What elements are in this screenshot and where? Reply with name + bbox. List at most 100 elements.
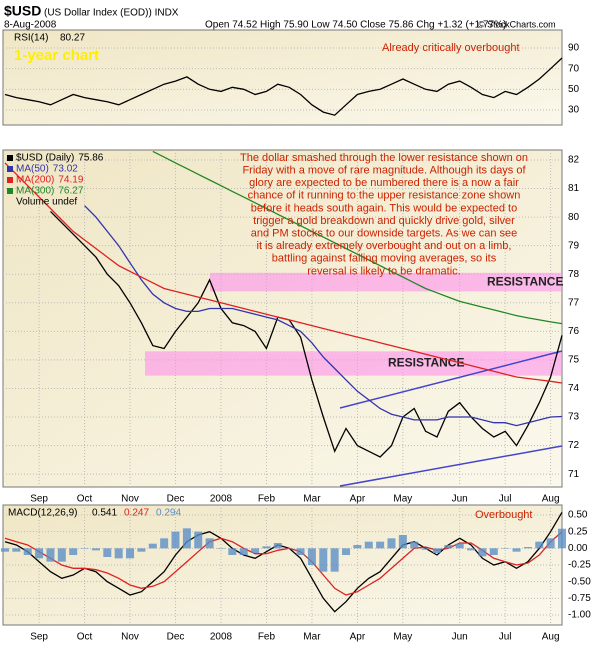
y-tick-label: 79 <box>568 240 580 251</box>
y-tick-label: -1.00 <box>568 610 591 621</box>
histogram-bar <box>251 548 260 553</box>
histogram-bar <box>501 548 510 549</box>
x-tick-label: Apr <box>350 632 366 643</box>
histogram-bar <box>376 541 385 549</box>
histogram-bar <box>69 548 78 555</box>
histogram-bar <box>558 528 566 549</box>
histogram-bar <box>239 548 248 555</box>
histogram-bar <box>319 548 328 572</box>
y-tick-label: 74 <box>568 383 580 394</box>
annotation: reversal is likely to be dramatic. <box>307 265 460 277</box>
histogram-bar <box>194 531 203 549</box>
histogram-bar <box>171 531 180 549</box>
annotation: Already critically overbought <box>382 42 520 54</box>
histogram-bar <box>535 541 544 549</box>
x-tick-label: Jun <box>452 632 468 643</box>
histogram-bar <box>57 548 66 562</box>
annotation: The dollar smashed through the lower res… <box>240 152 528 164</box>
legend-label: MA(300) <box>16 186 54 197</box>
histogram-bar <box>307 548 316 565</box>
x-tick-label: Jul <box>499 494 512 505</box>
x-tick-label: Jun <box>452 494 468 505</box>
y-tick-label: 0.50 <box>568 510 588 521</box>
quote: Open 74.52 High 75.90 Low 74.50 Close 75… <box>205 20 506 31</box>
x-tick-label: Apr <box>350 494 366 505</box>
legend-value: 73.02 <box>53 164 78 175</box>
histogram-bar <box>285 548 294 549</box>
legend-label: MA(200) <box>16 175 54 186</box>
y-tick-label: -0.75 <box>568 593 591 604</box>
histogram-bar <box>46 548 55 562</box>
y-tick-label: 90 <box>568 43 580 54</box>
series-line <box>4 531 563 596</box>
histogram-bar <box>432 548 441 553</box>
histogram-bar <box>387 538 396 549</box>
histogram-bar <box>296 548 305 555</box>
y-tick-label: 75 <box>568 355 580 366</box>
rsi-value: 80.27 <box>60 33 85 44</box>
histogram-bar <box>523 547 532 549</box>
x-tick-label: 2008 <box>210 494 233 505</box>
legend-swatch <box>7 166 13 172</box>
histogram-bar <box>546 538 555 549</box>
histogram-bar <box>478 548 487 557</box>
histogram-bar <box>80 548 89 549</box>
annotation: before it heads south again. This would … <box>251 202 517 214</box>
y-tick-label: 70 <box>568 63 580 74</box>
histogram-bar <box>353 545 362 549</box>
x-tick-label: Nov <box>121 632 139 643</box>
annotation: Friday with a move of rare magnitude. Al… <box>242 165 526 177</box>
band-label: RESISTANCE <box>388 356 464 370</box>
histogram-bar <box>103 548 112 557</box>
histogram-bar <box>182 528 191 549</box>
histogram-bar <box>91 548 100 551</box>
y-tick-label: 80 <box>568 212 580 223</box>
series-line <box>4 162 563 384</box>
histogram-bar <box>421 548 430 550</box>
macd-value: 0.541 <box>92 508 117 519</box>
y-tick-label: 0.00 <box>568 543 588 554</box>
histogram-bar <box>273 543 282 549</box>
histogram-bar <box>23 548 32 555</box>
y-tick-label: 71 <box>568 469 580 480</box>
y-tick-label: 78 <box>568 269 580 280</box>
resistance-band <box>210 272 562 292</box>
y-tick-label: 81 <box>568 183 580 194</box>
legend-swatch <box>7 155 13 161</box>
histogram-bar <box>512 548 521 552</box>
x-tick-label: Mar <box>303 632 321 643</box>
macd-label: MACD(12,26,9) <box>8 508 77 519</box>
histogram-bar <box>160 538 169 549</box>
x-tick-label: Dec <box>167 494 185 505</box>
x-tick-label: Mar <box>303 494 321 505</box>
histogram-bar <box>205 538 214 549</box>
legend-label: MA(50) <box>16 164 49 175</box>
legend-value: 74.19 <box>58 175 83 186</box>
annotation: Overbought <box>475 509 532 521</box>
x-tick-label: Sep <box>30 632 48 643</box>
channel-line <box>339 350 563 409</box>
histogram-value: 0.294 <box>156 508 181 519</box>
y-tick-label: 50 <box>568 84 580 95</box>
annotation: chance of it running to the upper resist… <box>248 190 521 202</box>
legend-label: Volume undef <box>16 197 77 208</box>
histogram-bar <box>330 548 339 572</box>
y-tick-label: 0.25 <box>568 526 588 537</box>
date: 8-Aug-2008 <box>4 20 57 31</box>
y-tick-label: -0.50 <box>568 576 591 587</box>
histogram-bar <box>216 548 225 549</box>
rsi-label: RSI(14) <box>14 33 48 44</box>
histogram-bar <box>410 541 419 549</box>
series-line <box>4 511 563 613</box>
x-tick-label: 2008 <box>210 632 233 643</box>
legend-value: 75.86 <box>78 153 103 164</box>
y-tick-label: 30 <box>568 105 580 116</box>
x-tick-label: Oct <box>77 632 93 643</box>
annotation: and PM stocks to our downside targets. A… <box>251 228 518 240</box>
x-tick-label: Dec <box>167 632 185 643</box>
symbol: $USD <box>4 3 41 19</box>
histogram-bar <box>137 548 146 552</box>
histogram-bar <box>12 548 21 552</box>
x-tick-label: Jul <box>499 632 512 643</box>
